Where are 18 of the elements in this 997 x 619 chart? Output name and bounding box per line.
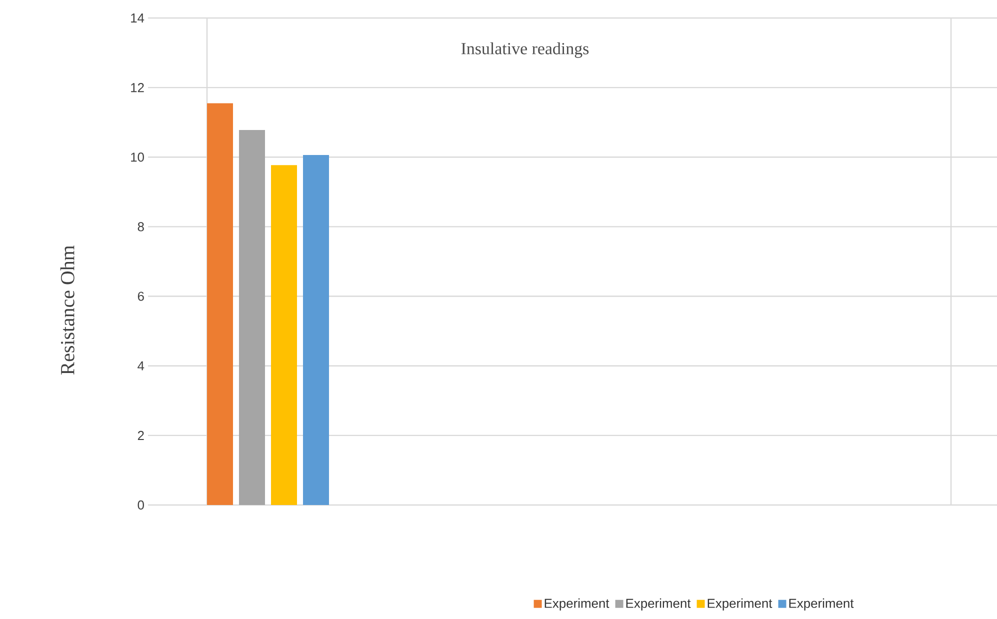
y-tick-label: 12 [131, 83, 144, 92]
y-tick-label: 6 [138, 292, 144, 301]
bar [239, 130, 266, 505]
y-tick-label: 10 [131, 152, 144, 162]
bar [207, 103, 234, 505]
legend-label: Experiment [708, 598, 772, 610]
y-tick-label: 8 [138, 222, 144, 232]
y-axis-title: Resistance Ohm [60, 245, 74, 375]
text: Insulative readings [461, 42, 589, 58]
bar [303, 155, 330, 505]
y-tick-label: 0 [138, 500, 144, 510]
legend-label: Experiment [789, 598, 854, 610]
legend-label: Experiment [626, 598, 691, 610]
y-tick-label: 2 [138, 430, 144, 440]
y-tick-label: 4 [138, 361, 144, 370]
legend-label: Experiment [544, 598, 610, 610]
bar [271, 165, 298, 505]
y-tick-label: 14 [131, 14, 144, 22]
